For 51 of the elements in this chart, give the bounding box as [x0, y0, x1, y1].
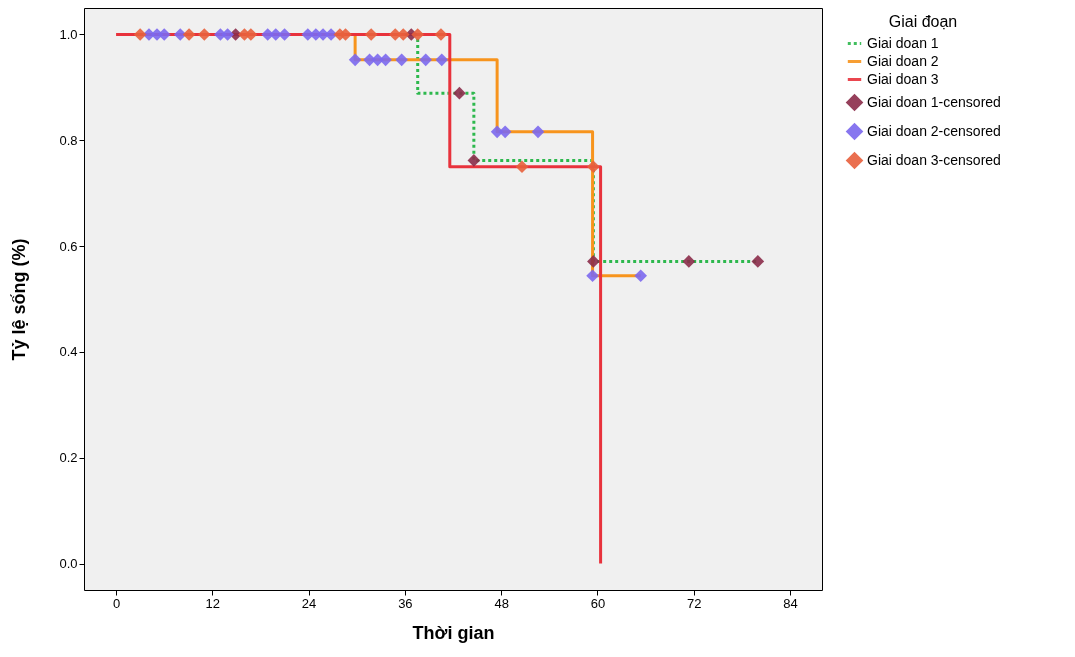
legend-label: Giai doan 1-censored: [867, 93, 1001, 110]
point: [348, 53, 362, 67]
point: [198, 28, 211, 41]
point: [221, 28, 234, 41]
y-tick-label: 0.2: [59, 450, 78, 466]
x-tick-label: 60: [590, 595, 606, 611]
point: [531, 125, 545, 139]
legend-label: Giai doan 2: [867, 52, 939, 69]
point: [751, 255, 765, 268]
point: [379, 53, 392, 67]
legend-label: Giai doan 2-censored: [867, 122, 1001, 139]
x-tick-label: 24: [301, 595, 317, 611]
point: [395, 53, 408, 67]
y-tick-label: 1.0: [59, 26, 78, 42]
point: [173, 28, 187, 41]
point: [587, 160, 600, 174]
point: [682, 255, 696, 268]
legend-title: Giai đoạn: [888, 13, 958, 30]
point: [419, 53, 433, 67]
point: [587, 255, 600, 268]
x-axis-title: Thời gian: [412, 622, 495, 643]
y-tick-label: 0.0: [59, 556, 78, 572]
point: [411, 28, 425, 41]
legend-label: Giai doan 3-censored: [867, 151, 1001, 168]
x-tick-label: 12: [205, 595, 221, 611]
x-tick-label: 72: [686, 595, 702, 611]
y-axis-title: Tỷ lệ sống (%): [9, 238, 30, 361]
point: [586, 269, 599, 283]
point: [453, 86, 466, 100]
point: [467, 154, 481, 167]
point: [435, 53, 449, 67]
x-tick-label: 0: [112, 595, 121, 611]
point: [133, 28, 147, 41]
x-tick-label: 48: [494, 595, 509, 611]
point: [278, 28, 291, 41]
point: [157, 28, 171, 41]
point: [634, 269, 648, 283]
point: [515, 160, 529, 174]
y-tick-label: 0.4: [59, 344, 78, 360]
x-tick-label: 84: [783, 595, 798, 611]
point: [269, 28, 283, 41]
y-tick-label: 0.6: [59, 238, 78, 254]
point: [434, 28, 448, 41]
legend-label: Giai doan 3: [867, 70, 939, 87]
y-tick-label: 0.8: [59, 132, 78, 148]
x-tick-label: 36: [398, 595, 413, 611]
point: [364, 28, 378, 41]
point: [498, 125, 512, 139]
point: [244, 28, 258, 41]
point: [182, 28, 196, 41]
legend-label: Giai doan 1: [867, 34, 939, 51]
